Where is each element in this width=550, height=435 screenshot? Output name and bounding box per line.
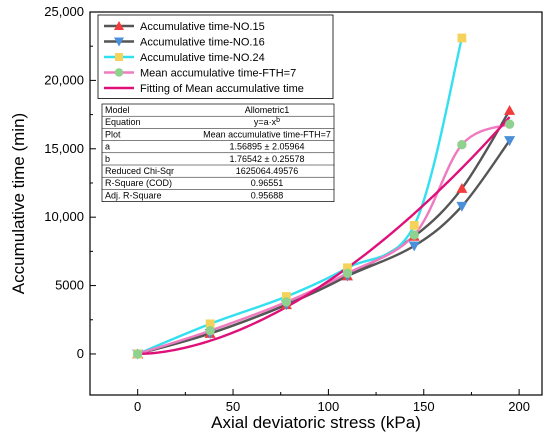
- x-tick-label: 50: [226, 399, 240, 414]
- x-tick-label: 0: [134, 399, 141, 414]
- legend-label-5: Fitting of Mean accumulative time: [140, 83, 304, 95]
- fit-table-value: Mean accumulative time-FTH=7: [203, 129, 331, 139]
- y-tick-label: 10,000: [44, 209, 84, 224]
- fit-table-key: R-Square (COD): [105, 178, 172, 188]
- y-tick-label: 5000: [55, 278, 84, 293]
- x-tick-label: 200: [508, 399, 530, 414]
- series-4-point: [457, 140, 467, 150]
- fit-table: Model Allometric1 Equation y=a·xb Plot Mean a…: [101, 103, 335, 202]
- legend-label-3: Accumulative time-NO.24: [140, 52, 265, 64]
- x-tick-label: 100: [318, 399, 340, 414]
- series-3-point: [457, 33, 467, 43]
- legend-marker-1: [114, 21, 124, 30]
- fit-table-value: Allometric1: [245, 105, 290, 115]
- y-tick-label: 0: [77, 346, 84, 361]
- legend-label-4: Mean accumulative time-FTH=7: [140, 68, 296, 80]
- series-4-point: [205, 326, 215, 336]
- fit-table-key: Equation: [105, 117, 141, 127]
- x-axis-title: Axial deviatoric stress (kPa): [211, 413, 421, 432]
- fit-table-key: Model: [105, 105, 130, 115]
- fit-table-key: Adj. R-Square: [105, 190, 162, 200]
- series-2-point: [456, 201, 468, 212]
- series-2-point: [408, 241, 420, 252]
- series-4-point: [342, 268, 353, 278]
- series-3-point: [409, 220, 419, 230]
- series-3-point: [205, 319, 215, 329]
- fit-table-value: y=a·xb: [254, 117, 280, 127]
- series-1-point: [456, 182, 468, 193]
- x-tick-label: 150: [413, 399, 435, 414]
- fit-table-value: 0.95688: [251, 190, 284, 200]
- series-3-point: [282, 292, 291, 301]
- y-tick-label: 20,000: [44, 72, 84, 87]
- series-3-point: [343, 263, 352, 273]
- series-4-point: [133, 349, 143, 359]
- legend-box: [97, 14, 334, 99]
- series-4-point: [504, 119, 515, 129]
- fit-table-value: 0.96551: [251, 178, 284, 188]
- fit-table-value: 1.56895 ± 2.05964: [229, 142, 304, 152]
- series-2-point: [504, 136, 516, 147]
- legend: Accumulative time-NO.15 Accumulative time…: [97, 14, 334, 99]
- y-tick-label: 15,000: [44, 141, 84, 156]
- series-4-point: [409, 230, 419, 240]
- series-4-point: [281, 297, 292, 307]
- axes: 0 50 100 150 200 0 5000 10,000 15,000 20,000 25,00…: [44, 4, 530, 414]
- legend-label-1: Accumulative time-NO.15: [140, 21, 265, 33]
- plot-border: [89, 11, 543, 396]
- fit-table-key: a: [105, 142, 110, 152]
- fit-curve: [137, 116, 511, 356]
- plot-frame: [89, 11, 543, 396]
- equation-superscript: b: [276, 117, 280, 124]
- y-tick-label: 25,000: [44, 4, 84, 19]
- fit-table-value: 1625064.49576: [236, 166, 299, 176]
- fit-table-value: 1.76542 ± 0.25578: [229, 154, 304, 164]
- legend-marker-4: [114, 68, 124, 77]
- fit-table-key: Plot: [105, 129, 121, 139]
- legend-marker-2: [114, 37, 124, 47]
- legend-label-2: Accumulative time-NO.16: [140, 37, 265, 49]
- y-axis-title: Accumulative time (min): [9, 113, 28, 294]
- fit-table-key: Reduced Chi-Sqr: [105, 166, 174, 176]
- series-layer: [132, 33, 516, 360]
- series-1-point: [504, 104, 516, 115]
- legend-marker-3: [115, 53, 123, 61]
- fit-table-key: b: [105, 154, 110, 164]
